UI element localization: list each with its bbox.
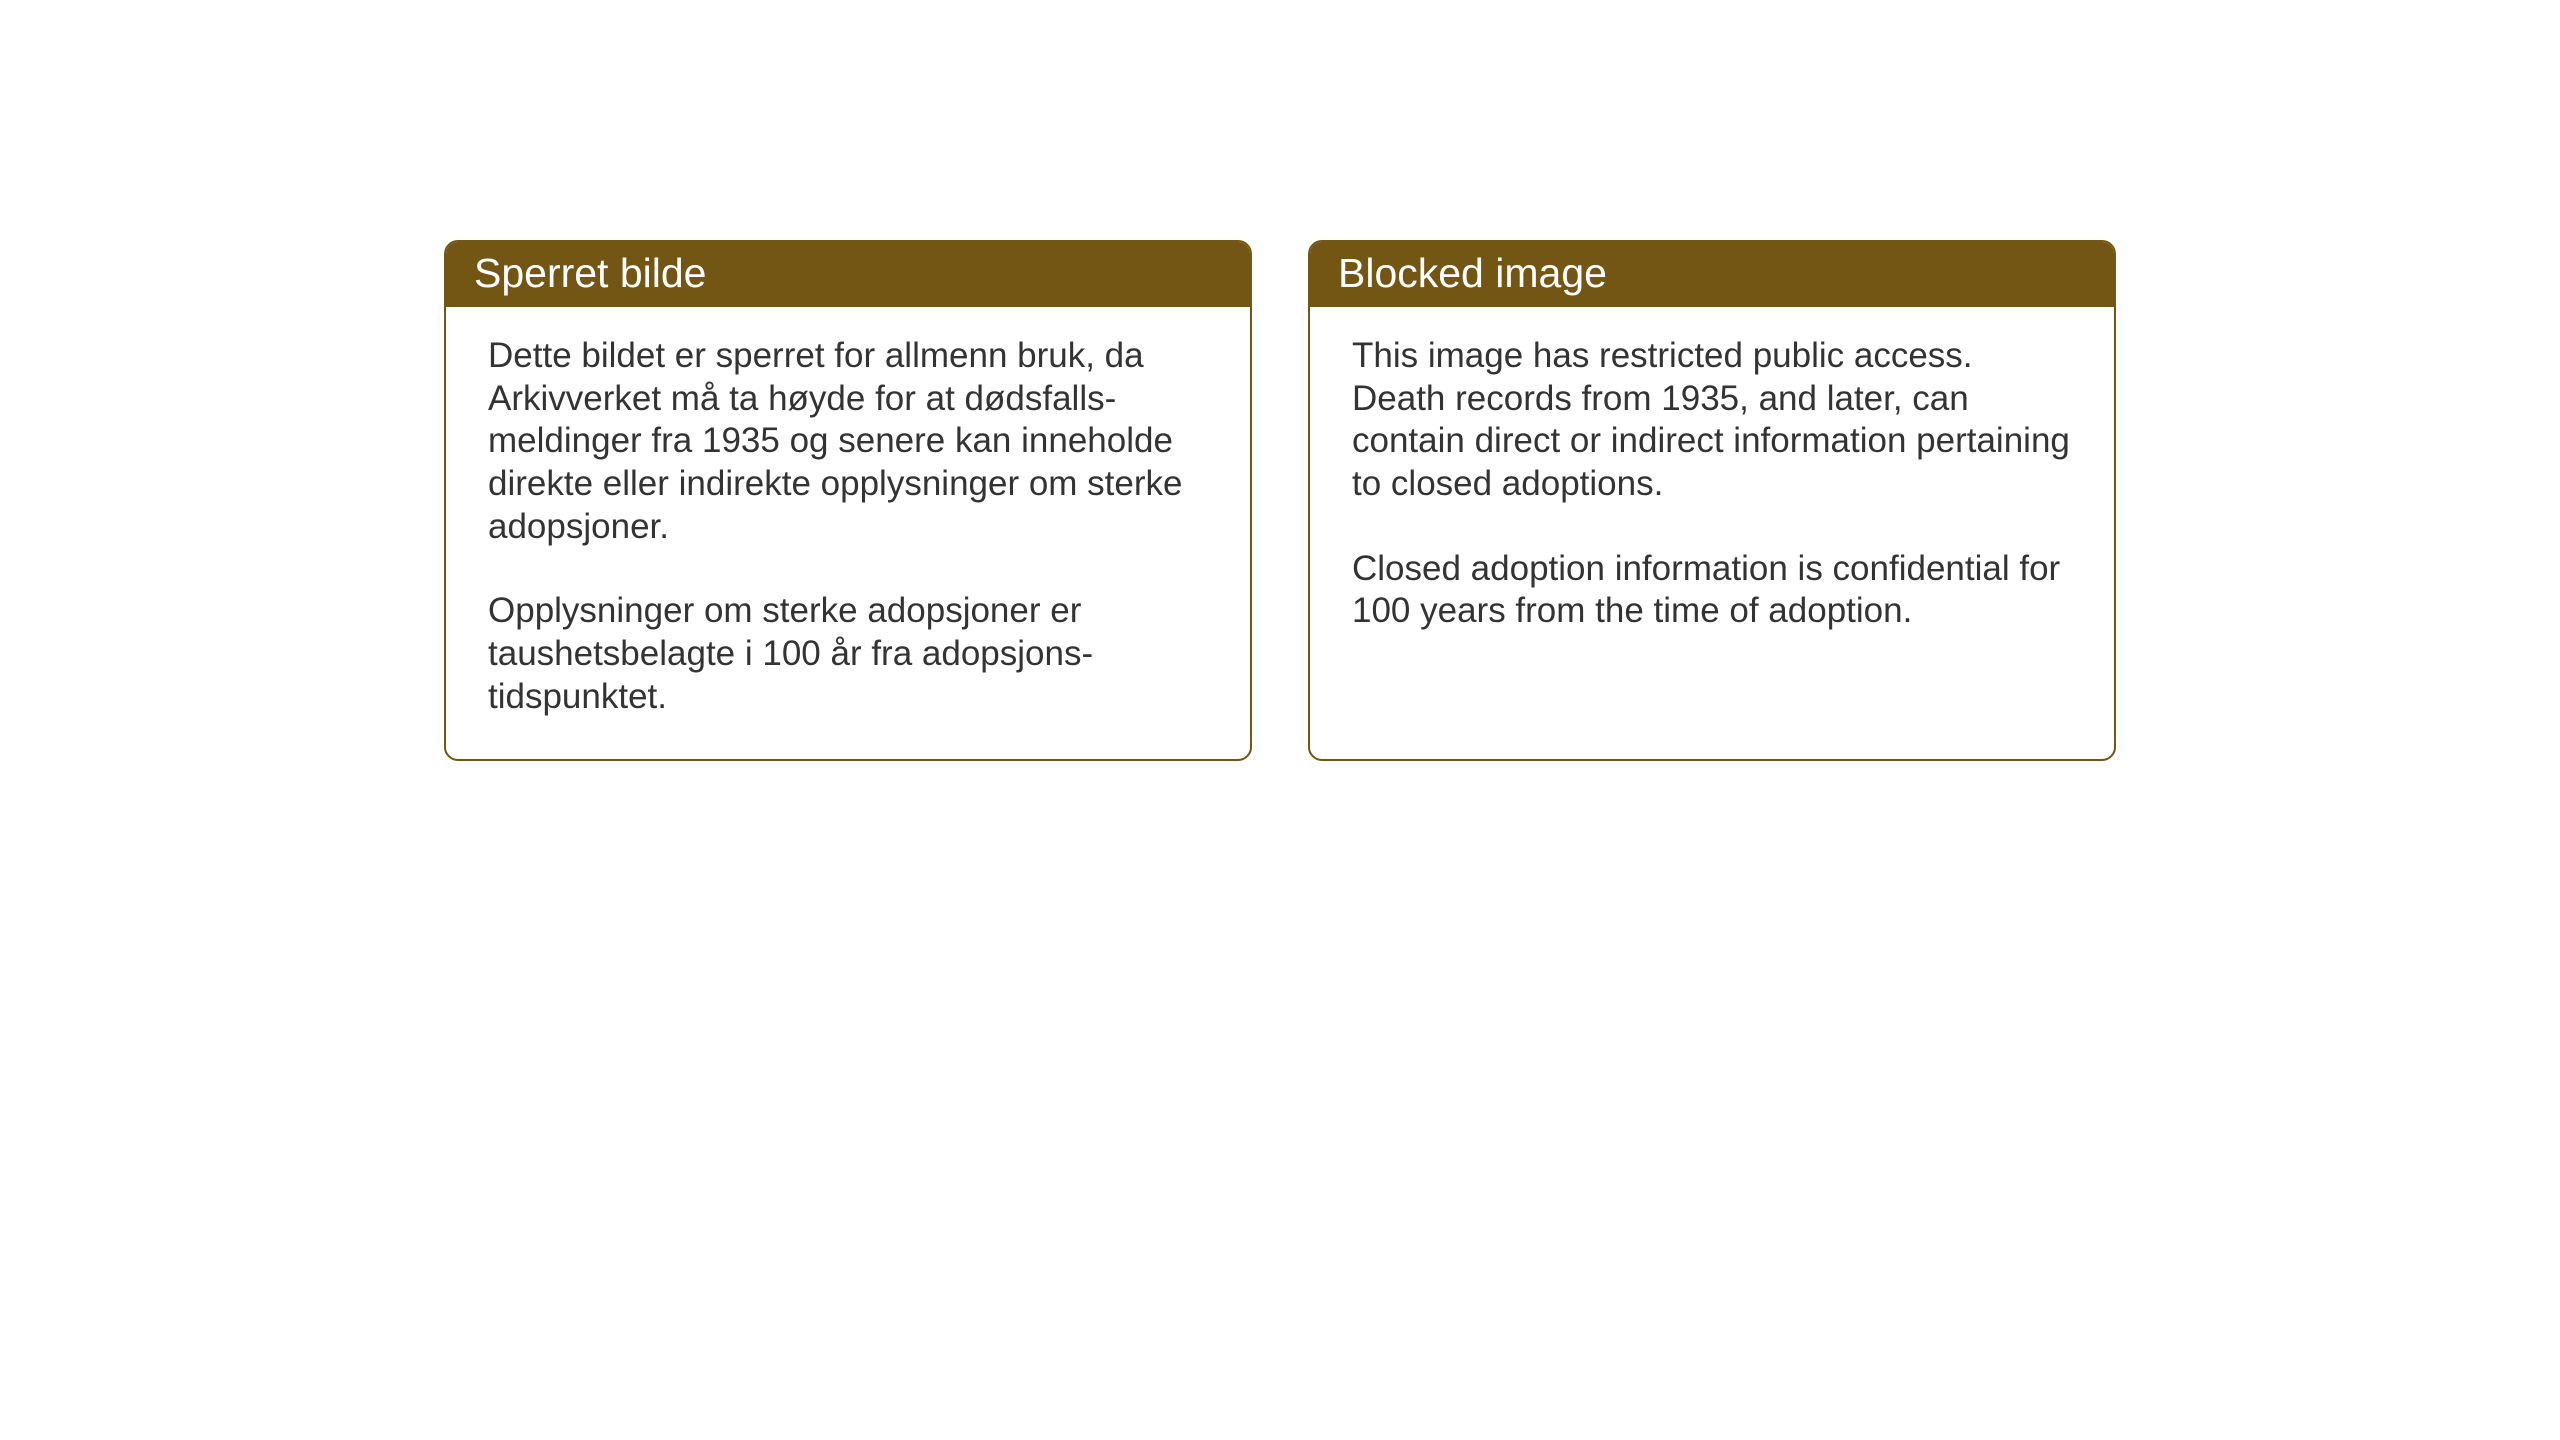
english-card-body: This image has restricted public access.…	[1310, 307, 2114, 747]
norwegian-notice-card: Sperret bilde Dette bildet er sperret fo…	[444, 240, 1252, 761]
norwegian-paragraph-1: Dette bildet er sperret for allmenn bruk…	[488, 335, 1208, 548]
english-paragraph-1: This image has restricted public access.…	[1352, 335, 2072, 506]
norwegian-card-title: Sperret bilde	[446, 242, 1250, 307]
english-card-title: Blocked image	[1310, 242, 2114, 307]
notice-container: Sperret bilde Dette bildet er sperret fo…	[444, 240, 2116, 761]
english-notice-card: Blocked image This image has restricted …	[1308, 240, 2116, 761]
norwegian-card-body: Dette bildet er sperret for allmenn bruk…	[446, 307, 1250, 759]
norwegian-paragraph-2: Opplysninger om sterke adopsjoner er tau…	[488, 590, 1208, 718]
english-paragraph-2: Closed adoption information is confident…	[1352, 548, 2072, 633]
